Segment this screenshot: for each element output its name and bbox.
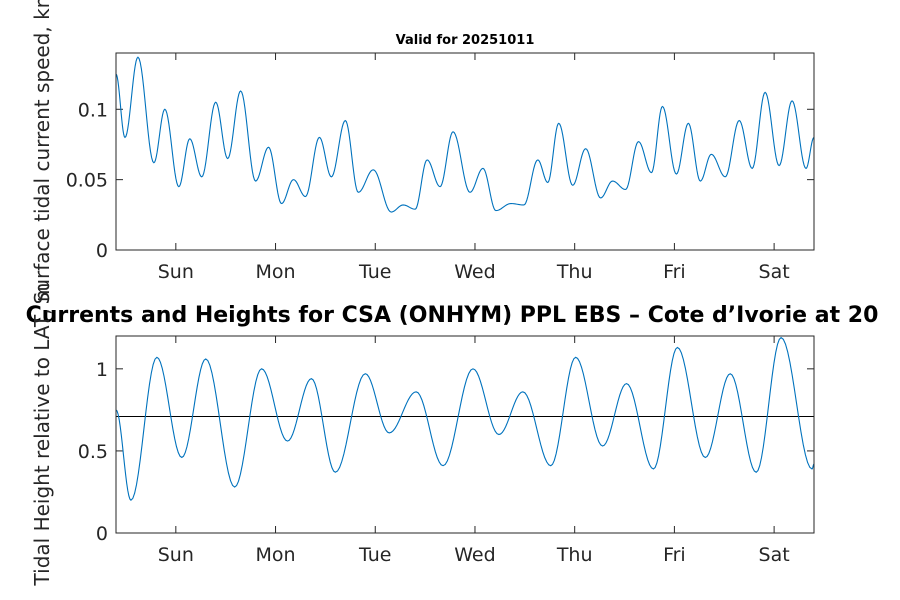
chart-title: Valid for 20251011 (396, 33, 535, 48)
axes-frame (115, 52, 815, 251)
x-tick-label: Sun (158, 261, 194, 283)
x-tick-label: Mon (256, 261, 296, 283)
x-tick-label: Sat (759, 261, 790, 283)
x-tick-label: Fri (663, 261, 686, 283)
x-tick-label: Thu (556, 544, 593, 566)
tidal-height-series (115, 336, 815, 501)
y-tick-label: 0 (96, 523, 108, 545)
current-speed-series (115, 56, 815, 213)
x-tick-label: Wed (454, 544, 495, 566)
x-tick-label: Tue (358, 544, 391, 566)
x-tick-label: Fri (663, 544, 686, 566)
x-tick-labels: Sun Mon Tue Wed Thu Fri Sat (158, 544, 790, 566)
current-speed-chart: Valid for 20251011 Surface tidal current… (30, 0, 815, 304)
x-tick-labels: Sun Mon Tue Wed Thu Fri Sat (158, 261, 790, 283)
y-tick-labels: 00.51 (78, 359, 108, 545)
y-tick-label: 1 (96, 359, 108, 381)
tidal-height-chart: Currents and Heights for CSA (ONHYM) PPL… (26, 283, 879, 587)
y-tick-label: 0.5 (78, 441, 108, 463)
x-tick-label: Mon (256, 544, 296, 566)
y-tick-label: 0.05 (66, 170, 108, 192)
chart-title: Currents and Heights for CSA (ONHYM) PPL… (26, 303, 879, 328)
x-tick-label: Thu (556, 261, 593, 283)
x-tick-label: Wed (454, 261, 495, 283)
tick-marks (116, 336, 814, 534)
y-tick-label: 0 (96, 240, 108, 262)
axes-frame (115, 335, 815, 534)
tick-marks (116, 53, 814, 251)
x-tick-label: Sun (158, 544, 194, 566)
y-tick-labels: 0 0.05 0.1 (66, 99, 108, 262)
y-axis-label: Tidal Height relative to LAT, m (30, 283, 54, 587)
x-tick-label: Tue (358, 261, 391, 283)
x-tick-label: Sat (759, 544, 790, 566)
y-axis-label: Surface tidal current speed, kn (30, 0, 54, 304)
y-tick-label: 0.1 (78, 99, 108, 121)
